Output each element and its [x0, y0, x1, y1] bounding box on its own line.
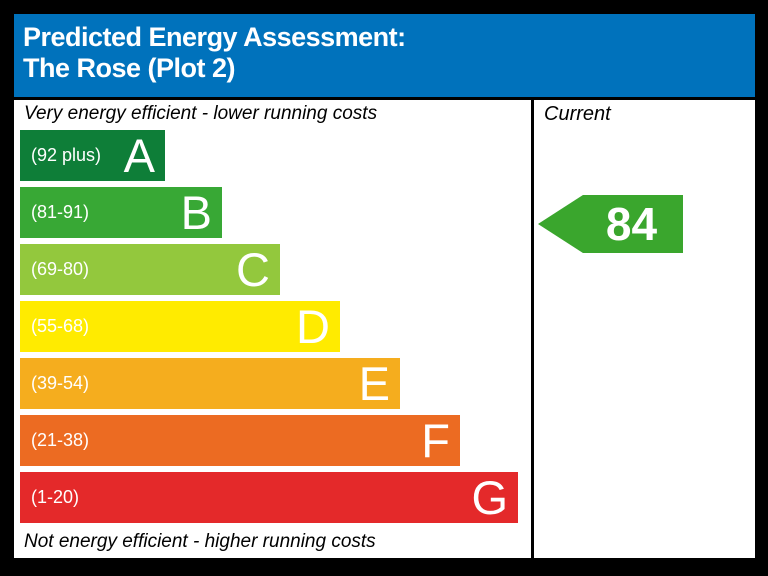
band-row: (1-20) G — [20, 472, 531, 529]
header-title-line2: The Rose (Plot 2) — [23, 53, 236, 83]
band-bar-g: (1-20) G — [20, 472, 518, 523]
band-letter: C — [236, 243, 270, 296]
predicted-energy-header: Predicted Energy Assessment: The Rose (P… — [14, 14, 755, 100]
band-range-label: (81-91) — [31, 202, 90, 222]
band-bar-f: (21-38) F — [20, 415, 460, 466]
band-letter: G — [471, 471, 508, 524]
band-range-label: (21-38) — [31, 430, 90, 450]
band-letter: E — [358, 357, 390, 410]
rating-bands: (92 plus) A (81-91) B (69-80) C — [14, 130, 531, 529]
current-column: Current 84 — [534, 100, 755, 558]
epc-panel: Predicted Energy Assessment: The Rose (P… — [14, 14, 755, 558]
rating-scale-column: Very energy efficient - lower running co… — [14, 100, 531, 558]
column-divider — [531, 100, 534, 558]
band-range-label: (39-54) — [31, 373, 90, 393]
band-letter: D — [296, 300, 330, 353]
band-letter: F — [421, 414, 450, 467]
band-row: (39-54) E — [20, 358, 531, 415]
band-bar-d: (55-68) D — [20, 301, 340, 352]
band-range-label: (92 plus) — [31, 145, 102, 165]
band-bar-c: (69-80) C — [20, 244, 280, 295]
current-rating-arrow: 84 — [538, 195, 683, 253]
band-row: (21-38) F — [20, 415, 531, 472]
band-range-label: (69-80) — [31, 259, 90, 279]
band-row: (81-91) B — [20, 187, 531, 244]
header-title-line1: Predicted Energy Assessment: — [23, 22, 406, 52]
band-bar-a: (92 plus) A — [20, 130, 165, 181]
caption-bottom: Not energy efficient - higher running co… — [24, 531, 376, 552]
band-range-label: (55-68) — [31, 316, 90, 336]
band-bar-b: (81-91) B — [20, 187, 222, 238]
band-row: (92 plus) A — [20, 130, 531, 187]
caption-top: Very energy efficient - lower running co… — [24, 103, 378, 124]
band-range-label: (1-20) — [31, 487, 80, 507]
band-bar-e: (39-54) E — [20, 358, 400, 409]
epc-chart: Very energy efficient - lower running co… — [14, 100, 755, 558]
band-letter: A — [123, 129, 155, 182]
current-rating-value: 84 — [605, 198, 658, 250]
band-row: (55-68) D — [20, 301, 531, 358]
current-column-header: Current — [544, 103, 611, 125]
band-row: (69-80) C — [20, 244, 531, 301]
band-letter: B — [180, 186, 212, 239]
